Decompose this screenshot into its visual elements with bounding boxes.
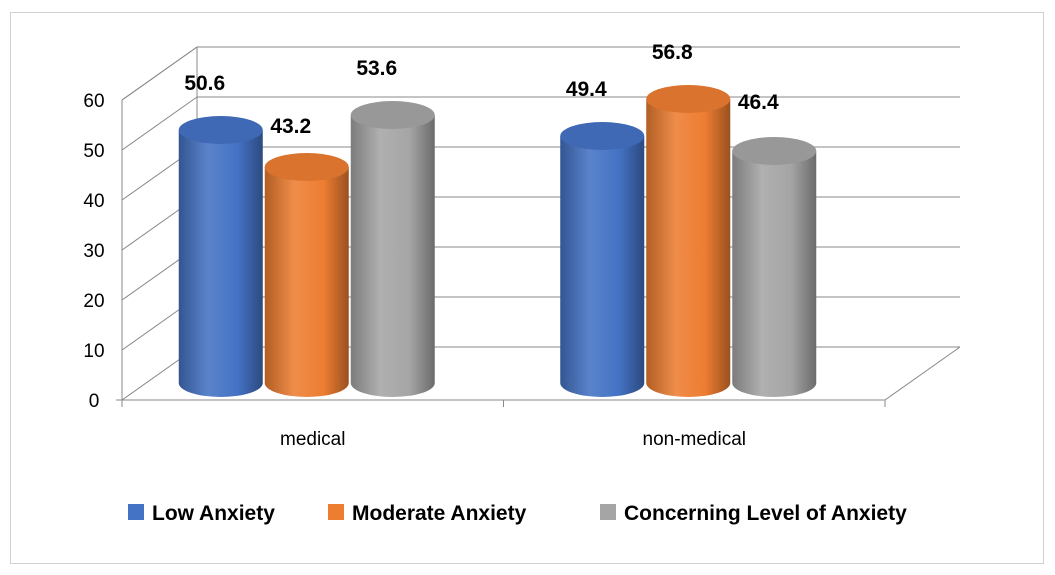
y-tick-labels: 0 10 20 30 40 50 60 — [83, 91, 104, 412]
bar-top — [264, 153, 349, 181]
y-tick-label: 60 — [83, 91, 104, 112]
y-tick-label: 40 — [83, 191, 104, 212]
data-label: 56.8 — [652, 41, 693, 64]
bar-body — [732, 151, 817, 397]
legend-label-1: Moderate Anxiety — [352, 502, 527, 525]
bar-moderate-anxiety-medical — [264, 153, 349, 397]
bar-top — [732, 137, 817, 165]
data-label: 50.6 — [184, 72, 225, 95]
data-label: 43.2 — [270, 115, 311, 138]
legend-swatch-0 — [128, 504, 144, 520]
bar-top — [350, 101, 435, 129]
legend: Low Anxiety Moderate Anxiety Concerning Le… — [128, 502, 907, 525]
axis — [116, 346, 961, 407]
data-label: 49.4 — [566, 78, 607, 101]
data-label: 46.4 — [738, 91, 779, 114]
legend-swatch-2 — [600, 504, 616, 520]
bar-concerning-level-of-anxiety-medical — [350, 101, 435, 397]
bar-body — [560, 136, 645, 397]
bar-body — [178, 130, 263, 397]
legend-label-2: Concerning Level of Anxiety — [624, 502, 907, 525]
bar-body — [264, 167, 349, 397]
data-label: 53.6 — [356, 57, 397, 80]
data-labels: 50.6 43.2 53.6 49.4 56.8 46.4 — [184, 41, 779, 138]
bar-concerning-level-of-anxiety-non-medical — [732, 137, 817, 397]
bar-low-anxiety-medical — [178, 116, 263, 397]
y-tick-label: 30 — [83, 241, 104, 262]
floor-right-edge — [884, 346, 961, 401]
y-tick-label: 20 — [83, 291, 104, 312]
y-tick-label: 50 — [83, 141, 104, 162]
bar-top — [560, 122, 645, 150]
bar-low-anxiety-non-medical — [560, 122, 645, 397]
y-tick-label: 0 — [89, 391, 100, 412]
gridline-side-60 — [121, 46, 198, 101]
category-label-medical: medical — [280, 429, 345, 450]
category-labels: medical non-medical — [280, 429, 746, 450]
legend-swatch-1 — [328, 504, 344, 520]
gridline-side-50 — [121, 96, 198, 151]
bar-body — [646, 99, 731, 397]
y-tick-label: 10 — [83, 341, 104, 362]
bar-body — [350, 115, 435, 397]
bar-top — [178, 116, 263, 144]
bar-top — [646, 85, 731, 113]
category-label-non-medical: non-medical — [643, 429, 747, 450]
bar-moderate-anxiety-non-medical — [646, 85, 731, 397]
legend-label-0: Low Anxiety — [152, 502, 275, 525]
bars — [178, 85, 817, 397]
